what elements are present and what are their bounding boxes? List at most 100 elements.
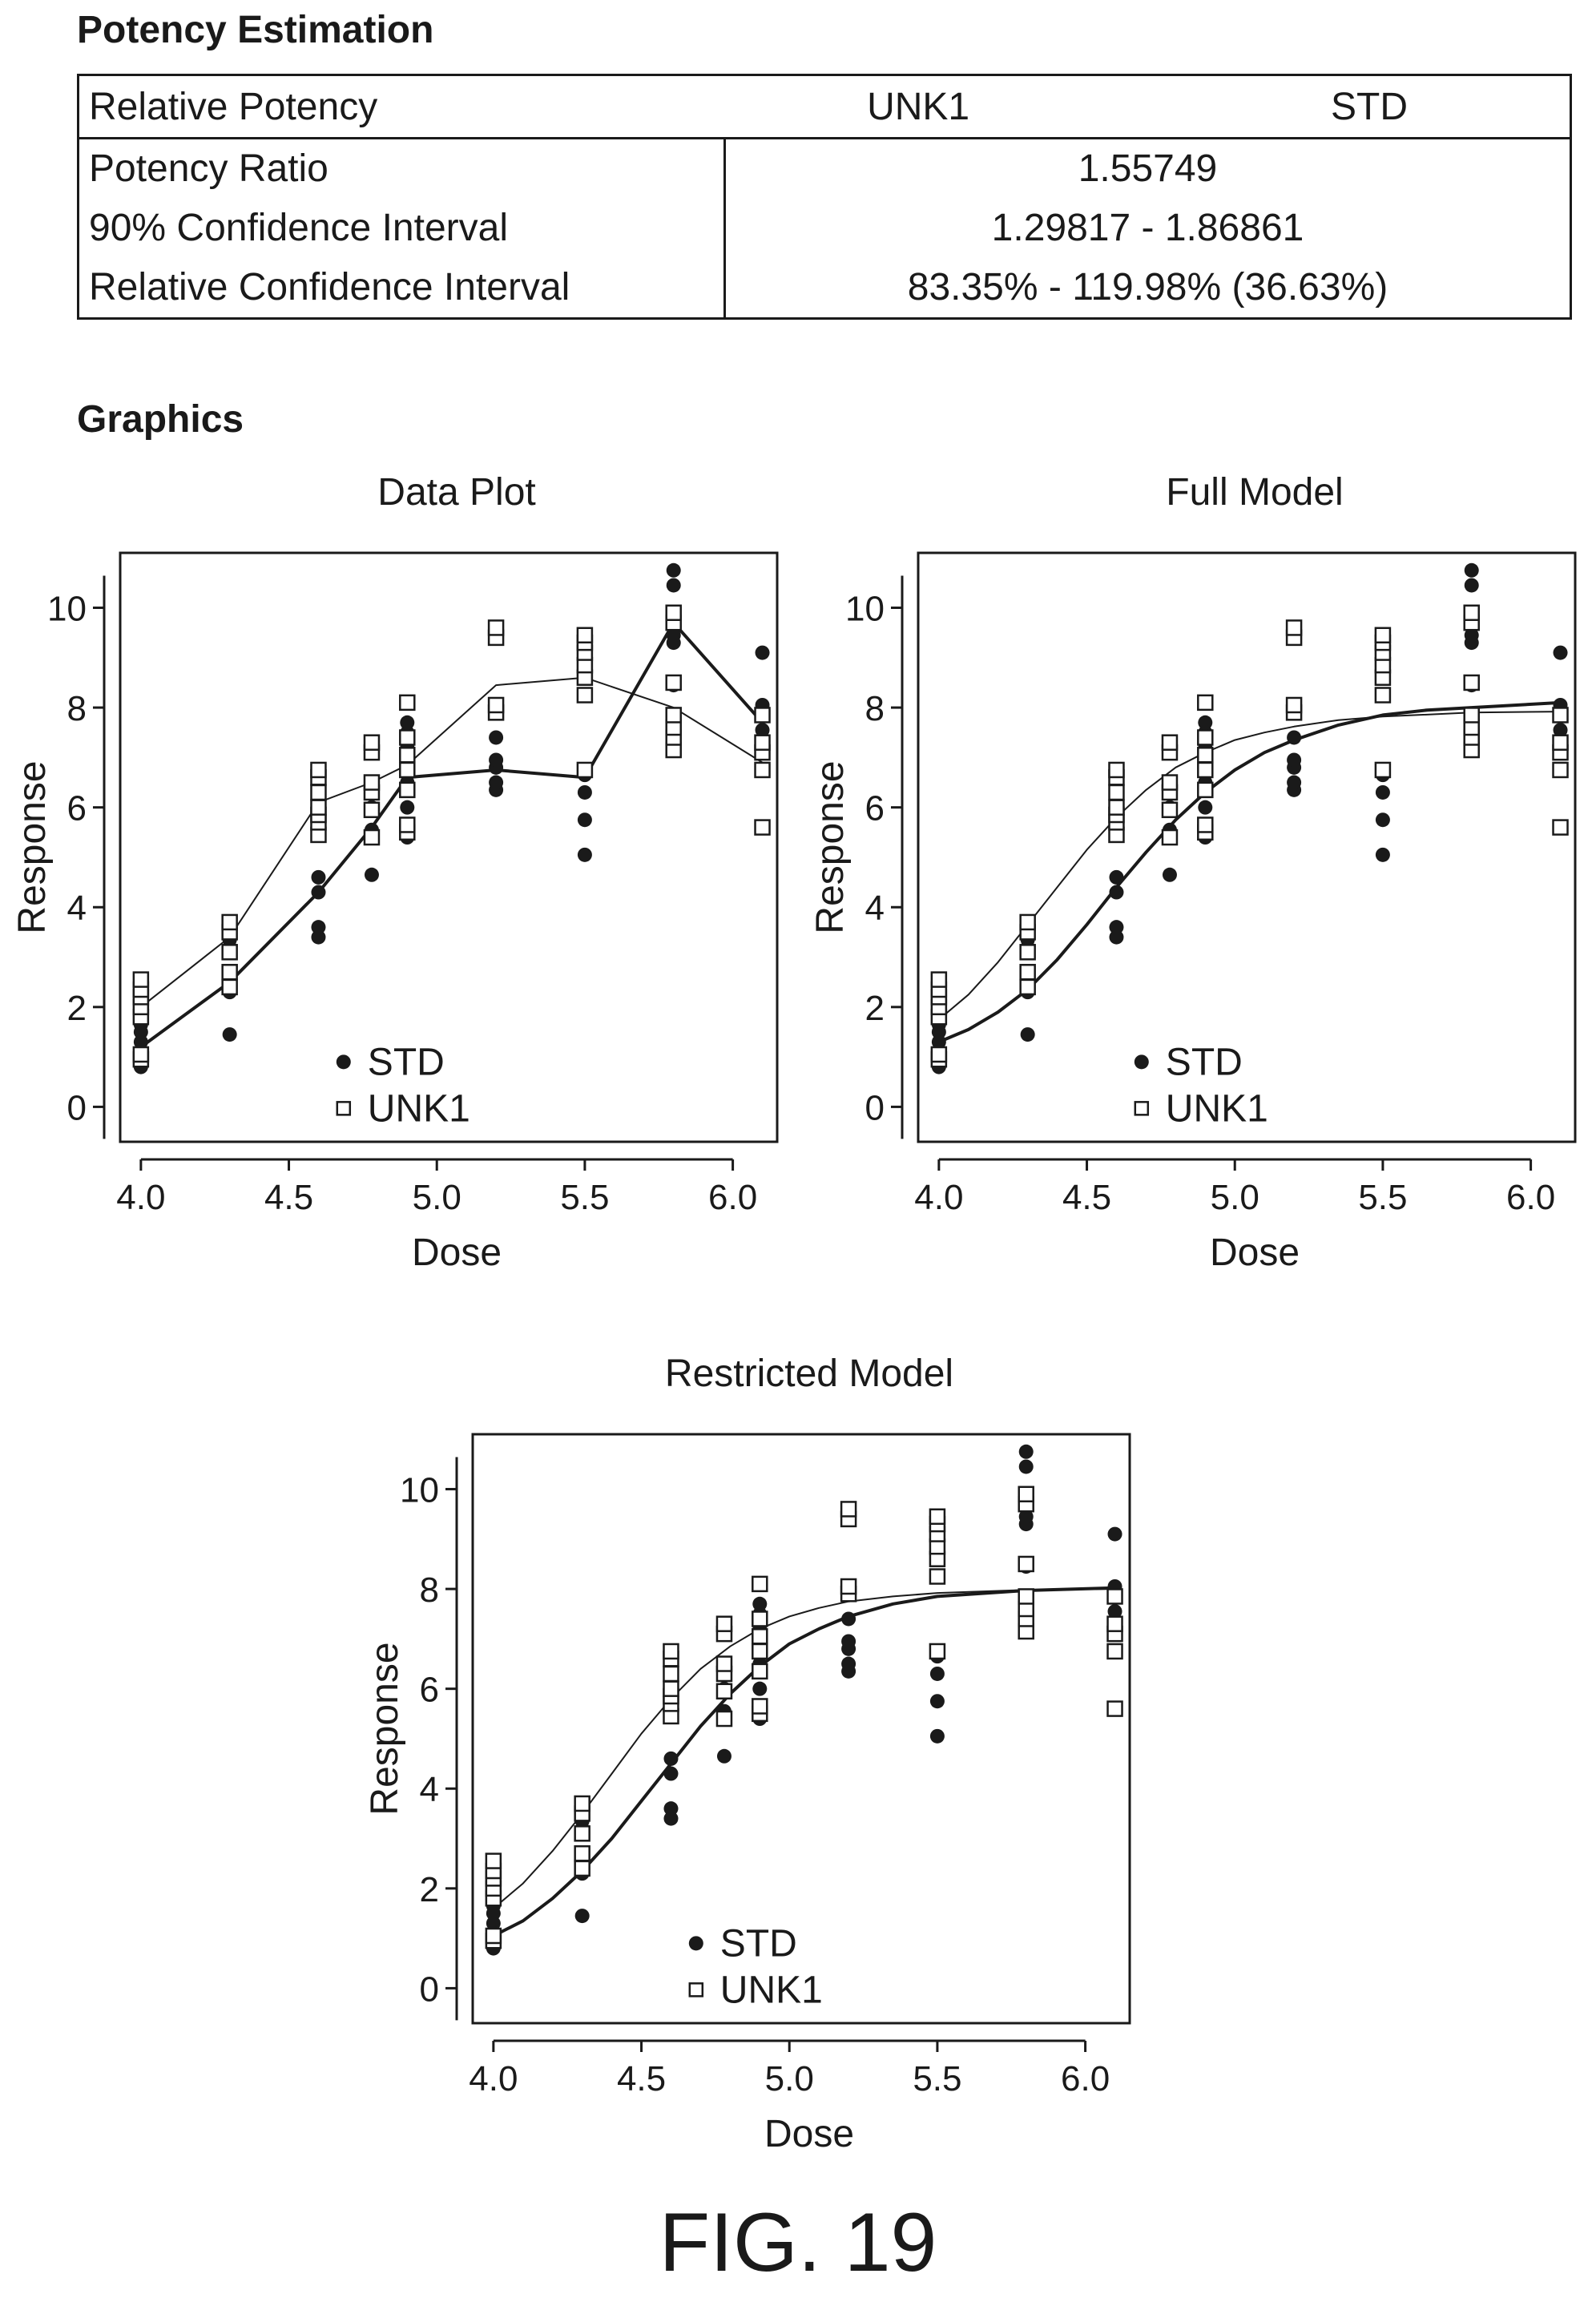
unk1-point (752, 1643, 768, 1660)
std-point (1107, 1604, 1122, 1619)
legend-label-unk1: UNK1 (720, 1969, 823, 2011)
unk1-point (132, 971, 150, 988)
y-tick-label-2: 2 (67, 989, 87, 1028)
unk1-point (1019, 944, 1036, 961)
std-point (489, 730, 504, 745)
unk1-point (487, 696, 505, 714)
unk1-point (576, 761, 594, 779)
unk1-column-header: UNK1 (867, 85, 970, 128)
std-point (1198, 715, 1213, 730)
potency-row-values: 1.55749 1.29817 - 1.86861 83.35% - 119.9… (723, 137, 1572, 320)
x-tick-label-6-0: 6.0 (1061, 2059, 1110, 2098)
unk1-point (1108, 799, 1125, 816)
std-point (311, 885, 326, 900)
graphics-heading: Graphics (77, 398, 244, 441)
std-point (1287, 752, 1302, 768)
unk1-point (221, 913, 238, 931)
plot-frame (471, 1433, 1131, 2025)
std-point (1107, 1526, 1122, 1542)
unk1-point (1019, 963, 1036, 981)
unk1-point (574, 1844, 590, 1862)
potency-table-header-cell: Relative Potency UNK1 STD (77, 74, 1572, 139)
unk1-point (1463, 707, 1480, 724)
unk1-point (754, 819, 771, 836)
std-point (663, 1751, 679, 1766)
x-tick-label-5-5: 5.5 (1358, 1178, 1407, 1217)
unk1-point (1106, 1643, 1123, 1660)
std-point (1109, 929, 1124, 945)
x-tick-label-6-0: 6.0 (708, 1178, 757, 1217)
unk1-point (663, 1680, 679, 1697)
chart-title: Data Plot (377, 471, 535, 514)
unk1-point (752, 1698, 768, 1715)
unk1-point (715, 1710, 733, 1728)
relative-confidence-interval-value: 83.35% - 119.98% (36.63%) (907, 266, 1388, 308)
unk1-point (752, 1628, 768, 1645)
std-point (486, 1916, 501, 1931)
unk1-point (665, 674, 682, 691)
std-point (577, 812, 592, 828)
unk1-point (1161, 774, 1179, 791)
unk1-point (1106, 1615, 1123, 1632)
y-tick-label-10: 10 (845, 590, 885, 629)
std-point (663, 1766, 679, 1781)
std-point (1375, 847, 1390, 862)
unk1-point (310, 784, 327, 801)
plot-frame (917, 551, 1577, 1143)
potency-estimation-heading: Potency Estimation (77, 9, 434, 51)
unk1-point (221, 944, 238, 961)
y-tick-label-10: 10 (47, 590, 87, 629)
unk1-point (1197, 781, 1214, 799)
x-tick-label-5-5: 5.5 (560, 1178, 609, 1217)
unk1-point (221, 978, 238, 996)
std-point (841, 1634, 856, 1649)
unk1-point (929, 1643, 946, 1660)
y-tick-label-6: 6 (67, 789, 87, 828)
unk1-point (1018, 1588, 1034, 1605)
unk1-point (1019, 913, 1036, 931)
std-point (1287, 730, 1302, 745)
y-tick-label-8: 8 (67, 689, 87, 728)
unk1-point (1552, 761, 1569, 779)
unk1-point (1161, 734, 1179, 751)
legend-marker-unk1 (336, 1101, 352, 1116)
std-point (752, 1596, 768, 1611)
confidence-interval-label: 90% Confidence Interval (89, 207, 508, 249)
std-point (841, 1656, 856, 1671)
unk1-point (930, 1046, 948, 1063)
potency-table-body: Potency Ratio 90% Confidence Interval Re… (77, 137, 1572, 320)
unk1-point (399, 729, 416, 746)
unk1-point (754, 761, 771, 779)
legend-label-std: STD (1166, 1041, 1243, 1083)
confidence-interval-value: 1.29817 - 1.86861 (991, 207, 1304, 249)
unk1-point (576, 687, 594, 704)
std-point (755, 723, 770, 738)
unk1-point (399, 816, 416, 833)
unk1-point (1018, 1555, 1034, 1573)
y-tick-label-6: 6 (420, 1671, 439, 1710)
unk1-point (1285, 696, 1303, 714)
x-axis-label: Dose (1210, 1232, 1300, 1274)
unk1-point (221, 963, 238, 981)
unk1-point (1197, 694, 1214, 712)
potency-table-header-row: Relative Potency UNK1 STD (77, 74, 1572, 139)
std-point (1109, 920, 1124, 935)
y-tick-label-4: 4 (865, 889, 885, 928)
unk1-point (310, 761, 327, 779)
y-axis-label: Response (11, 760, 54, 933)
std-point (752, 1681, 768, 1696)
unk1-point (752, 1611, 768, 1627)
unk1-point (929, 1508, 946, 1526)
std-point (1109, 869, 1124, 885)
std-point (489, 775, 504, 790)
unk1-point (576, 627, 594, 644)
unk1-point (485, 1852, 502, 1869)
unk1-point (1018, 1486, 1034, 1502)
unk1-point (1197, 747, 1214, 764)
std-point (1375, 784, 1390, 800)
legend-marker-std (336, 1054, 351, 1070)
std-column-header: STD (1330, 85, 1408, 128)
potency-ratio-value: 1.55749 (1078, 147, 1218, 190)
x-tick-label-5-0: 5.0 (413, 1178, 461, 1217)
unk1-point (665, 604, 682, 621)
